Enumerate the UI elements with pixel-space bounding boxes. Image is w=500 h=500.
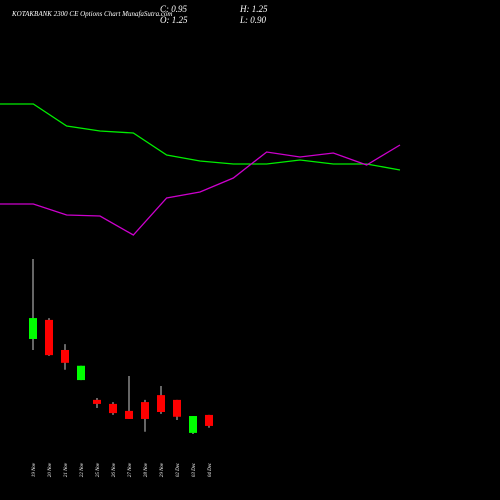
candle-body: [157, 395, 165, 412]
ohlc-high: H: 1.25: [239, 4, 268, 14]
candle-body: [205, 414, 213, 426]
x-tick-label: 02 Dec: [176, 462, 181, 477]
x-tick-label: 04 Dec: [208, 462, 213, 477]
candle-body: [125, 410, 133, 419]
x-tick-label: 29 Nov: [160, 462, 165, 477]
x-tick-label: 03 Dec: [192, 462, 197, 477]
candle-body: [189, 416, 197, 433]
indicator-line: [0, 103, 401, 171]
x-tick-label: 28 Nov: [144, 462, 149, 477]
candle-body: [29, 318, 37, 339]
x-tick-label: 26 Nov: [112, 462, 117, 477]
x-tick-label: 27 Nov: [128, 462, 133, 477]
x-tick-label: 22 Nov: [80, 462, 85, 477]
ohlc-low: L: 0.90: [239, 15, 267, 25]
x-tick-label: 21 Nov: [64, 462, 69, 477]
x-tick-label: 25 Nov: [96, 462, 101, 477]
indicator-line: [0, 144, 401, 236]
candle-body: [141, 402, 149, 419]
candle-body: [45, 319, 53, 356]
candle-body: [93, 399, 101, 404]
x-tick-label: 19 Nov: [32, 462, 37, 477]
candle-body: [109, 403, 117, 414]
chart-title: KOTAKBANK 2300 CE Options Chart MunafaSu…: [11, 10, 173, 18]
candle-body: [77, 365, 85, 381]
ohlc-close: C: 0.95: [160, 4, 188, 14]
x-tick-label: 20 Nov: [48, 462, 53, 477]
ohlc-open: O: 1.25: [160, 15, 188, 25]
candle-body: [173, 399, 181, 417]
candle-body: [61, 349, 69, 363]
